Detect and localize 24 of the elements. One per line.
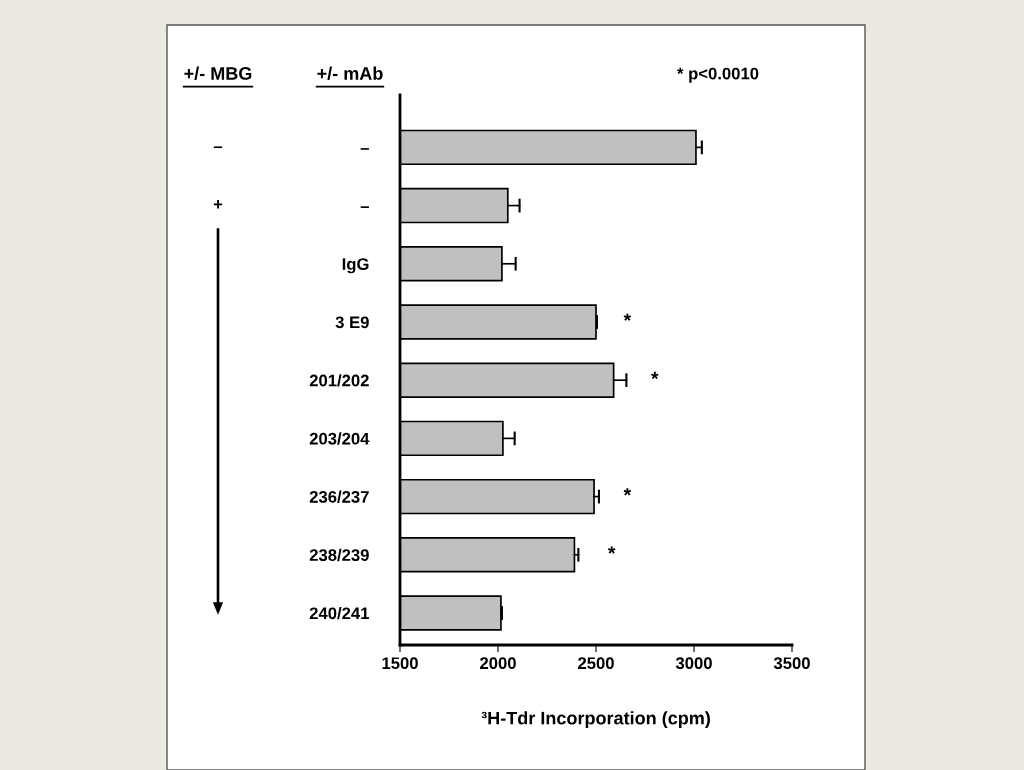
x-tick-label: 2500 <box>578 657 614 670</box>
x-tick-label: 3000 <box>675 657 712 670</box>
text: +/- mAb <box>317 66 383 81</box>
text: + <box>213 200 223 209</box>
y-tick-label: 203/204 <box>309 432 370 445</box>
text: * p<0.0010 <box>677 67 759 83</box>
annotation: * <box>623 488 632 496</box>
x-tick-label: 2000 <box>480 657 516 670</box>
x-axis-title: ³H-Tdr Incorporation (cpm) <box>481 711 710 729</box>
y-tick-label: 3 E9 <box>335 316 369 329</box>
annotation: * <box>623 313 632 321</box>
x-tick-label: 3500 <box>773 657 810 670</box>
y-tick-label: – <box>360 148 369 150</box>
y-tick-label: 236/237 <box>309 490 369 503</box>
annotation: * <box>607 546 616 554</box>
y-tick-label: – <box>360 206 369 208</box>
y-tick-label: 238/239 <box>309 548 369 562</box>
text: – <box>213 146 223 149</box>
y-tick-label: 240/241 <box>309 606 369 620</box>
text: +/- MBG <box>184 66 252 81</box>
y-tick-label: 201/202 <box>309 374 369 387</box>
x-tick-label: 1500 <box>382 657 418 670</box>
y-tick-label: IgG <box>342 258 369 274</box>
annotation: * <box>651 371 659 380</box>
